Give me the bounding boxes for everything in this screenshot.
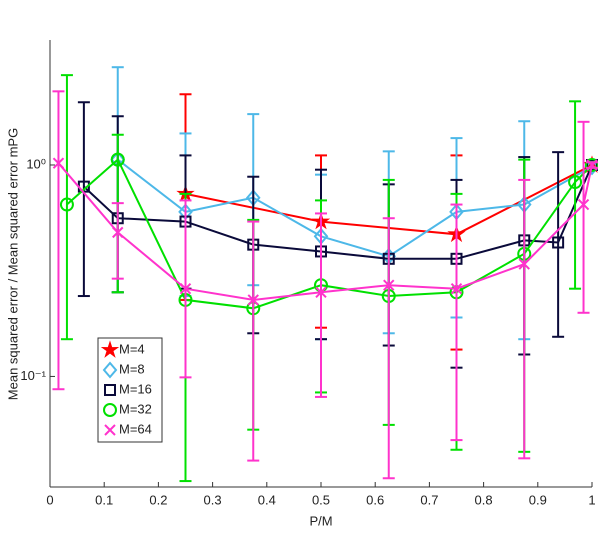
x-tick-label: 0.2 [149,492,167,507]
x-axis-label: P/M [309,513,332,528]
x-tick-label: 1 [588,492,595,507]
legend-box [97,337,163,443]
error-bar [518,178,531,460]
error-bar [450,203,463,442]
x-tick-label: 0.7 [420,492,438,507]
marker [383,279,395,291]
marker [247,294,259,306]
x-tick-label: 0.1 [95,492,113,507]
marker [179,282,192,295]
x-tick-label: 0.9 [529,492,547,507]
marker [104,384,116,396]
x-tick-label: 0.8 [475,492,493,507]
x-tick-label: 0.5 [312,492,330,507]
marker [315,286,327,298]
error-bar [111,202,124,280]
x-tick-label: 0.6 [366,492,384,507]
marker [103,403,117,417]
error-bar [569,100,582,290]
y-tick-label: 10⁰ [26,156,46,171]
error-bar [52,90,65,391]
legend-label: M=16 [119,381,152,396]
marker [59,197,74,212]
legend-label: M=64 [119,421,152,436]
marker [102,361,118,379]
error-bar [552,151,565,338]
marker [52,157,65,169]
x-tick-label: 0.4 [258,492,276,507]
marker [112,226,124,239]
marker [552,236,565,249]
y-axis-label: Mean squared error / Mean squared error … [5,128,20,400]
legend-label: M=4 [119,341,145,356]
marker [577,198,590,211]
legend-label: M=32 [119,401,152,416]
error-bar [247,220,260,462]
series-line [83,164,593,260]
legend-label: M=8 [119,361,145,376]
marker [450,282,463,295]
marker [585,157,598,172]
error-bar [60,74,73,341]
marker [586,159,598,171]
x-tick-label: 0.3 [204,492,222,507]
x-tick-label: 0 [46,492,53,507]
marker [110,152,125,167]
marker [100,340,120,358]
series-line [57,162,593,301]
error-bar [77,101,90,298]
marker [518,258,530,270]
error-bar [577,120,590,314]
error-bar [382,217,395,480]
legend: M=4 M=8 M=16 M=32 M=64 [97,337,163,443]
series-line [117,158,593,258]
marker [568,175,583,190]
y-tick-label: 10⁻¹ [20,368,46,383]
error-bar [315,212,327,398]
marker [104,424,116,436]
series-line [66,157,593,310]
